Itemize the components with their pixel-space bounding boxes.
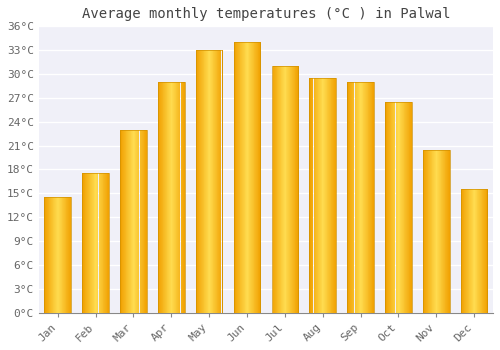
Bar [348,82,374,313]
Bar [272,66,298,313]
Bar [385,102,411,313]
Bar [423,149,450,313]
Bar [310,78,336,313]
Bar [234,42,260,313]
Bar [120,130,146,313]
Bar [158,82,184,313]
Bar [82,174,109,313]
Bar [196,50,222,313]
Bar [44,197,71,313]
Title: Average monthly temperatures (°C ) in Palwal: Average monthly temperatures (°C ) in Pa… [82,7,450,21]
Bar [461,189,487,313]
